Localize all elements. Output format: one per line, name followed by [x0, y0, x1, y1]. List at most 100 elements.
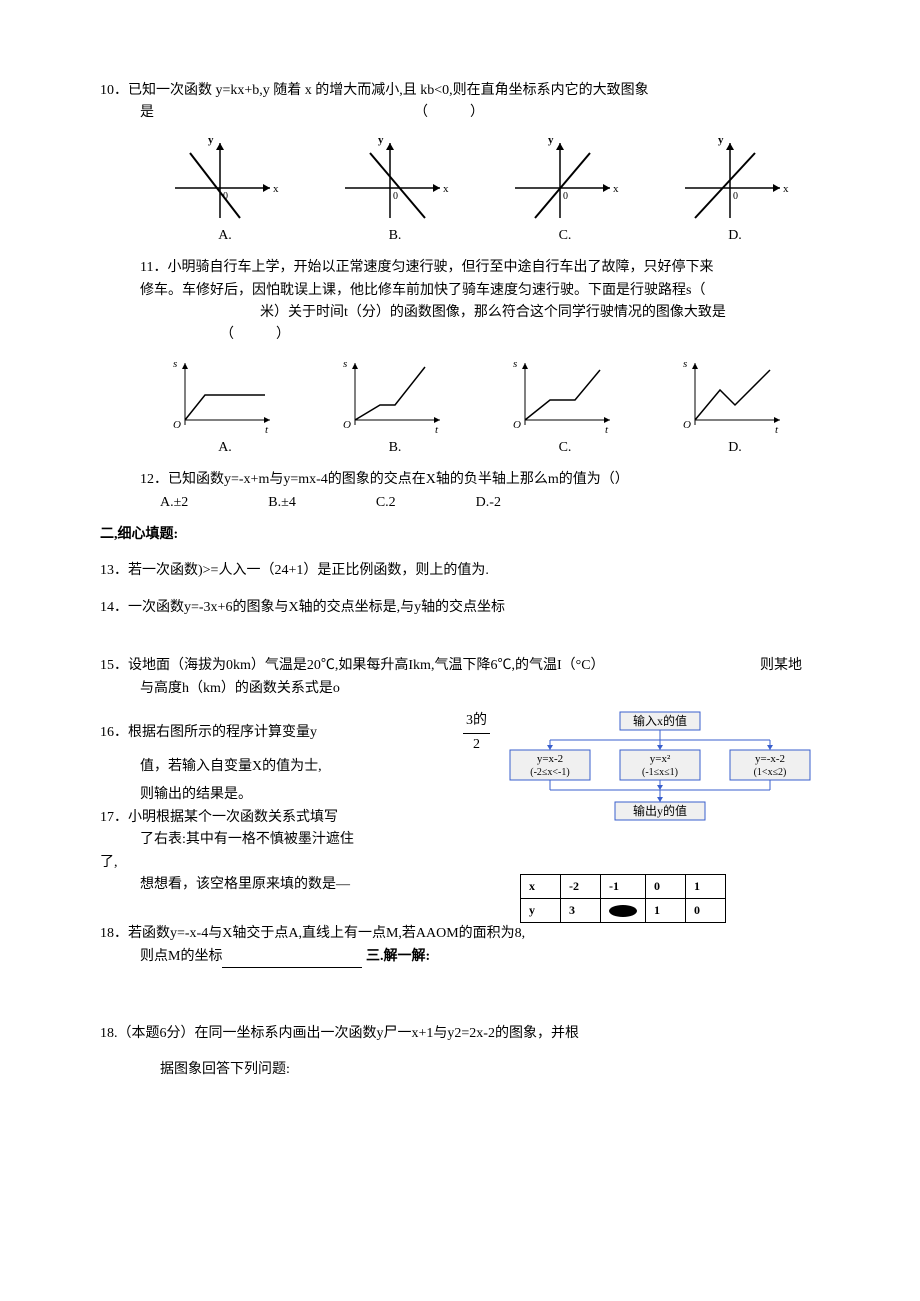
q11-option-a: s t O A. [140, 355, 310, 459]
q16-frac: 3的 2 [463, 710, 490, 756]
question-13: 13．若一次函数)>=人入一（24+1）是正比例函数，则上的值为. [100, 560, 820, 582]
svg-text:s: s [173, 358, 177, 370]
q12-options: A.±2 B.±4 C.2 D.-2 [160, 492, 820, 514]
table-row: x -2 -1 0 1 [521, 874, 726, 898]
q11-options: s t O A. s t O B. [140, 355, 820, 459]
svg-text:O: O [173, 419, 181, 431]
question-16: 16．根据右图所示的程序计算变量y 3的 2 值，若输入自变量X的值为士, 则输… [100, 710, 500, 807]
q10-option-a: x y 0 A. [140, 133, 310, 247]
q17-text3: 了, [100, 852, 820, 874]
table-cell: 1 [646, 899, 686, 923]
question-18b: 18.（本题6分）在同一坐标系内画出一次函数y尸一x+1与y2=2x-2的图象，… [100, 1023, 820, 1082]
question-15: 15．设地面（海拔为0km）气温是20℃,如果每升高Ikm,气温下降6℃,的气温… [100, 655, 820, 700]
q11-option-c: s t O C. [480, 355, 650, 459]
table-cell [601, 899, 646, 923]
question-11: 11．小明骑自行车上学，开始以正常速度匀速行驶，但行至中途自行车出了故障，只好停… [100, 257, 820, 459]
q10-label-c: C. [480, 225, 650, 247]
q11-label-d: D. [650, 437, 820, 459]
svg-text:t: t [605, 424, 609, 435]
table-cell: 0 [646, 874, 686, 898]
section-3-title: 三.解一解: [366, 949, 430, 964]
q17-text4: 想想看，该空格里原来填的数是— [140, 874, 500, 896]
q11-graph-c: s t O [505, 355, 625, 435]
question-17: 17．小明根据某个一次函数关系式填写 了右表:其中有一格不慎被墨汁遮住 [100, 807, 500, 852]
svg-text:s: s [513, 358, 517, 370]
svg-text:s: s [683, 358, 687, 370]
q15-text2: 与高度h（km）的函数关系式是o [140, 678, 820, 700]
svg-text:输出y的值: 输出y的值 [633, 803, 687, 818]
q15-right: 则某地 [760, 655, 820, 677]
svg-text:y=x-2: y=x-2 [537, 753, 563, 765]
program-diagram: 输入x的值 y=x-2 (-2≤x<-1) y=x² (-1≤x≤1) y=-x… [500, 710, 820, 830]
table-cell: y [521, 899, 561, 923]
svg-text:y=x²: y=x² [650, 753, 671, 765]
svg-text:(-1≤x≤1): (-1≤x≤1) [642, 767, 678, 778]
table-cell: 3 [561, 899, 601, 923]
q12-opt-c: C.2 [376, 492, 396, 514]
q18a-text2: 则点M的坐标 三.解一解: [140, 946, 820, 968]
q10-option-b: x y 0 B. [310, 133, 480, 247]
q12-opt-b: B.±4 [268, 492, 296, 514]
q17-text2: 了右表:其中有一格不慎被墨汁遮住 [140, 829, 500, 851]
svg-text:y: y [378, 134, 384, 146]
svg-text:x: x [273, 183, 279, 195]
q11-label-a: A. [140, 437, 310, 459]
q10-label-a: A. [140, 225, 310, 247]
q10-graph-b: x y 0 [335, 133, 455, 223]
q11-text-cont: 修车。车修好后，因怕耽误上课，他比修车前加快了骑车速度匀速行驶。下面是行驶路程s… [140, 280, 820, 302]
question-12: 12．已知函数y=-x+m与y=mx-4的图象的交点在X轴的负半轴上那么m的值为… [100, 469, 820, 514]
q12-text: 12．已知函数y=-x+m与y=mx-4的图象的交点在X轴的负半轴上那么m的值为… [140, 469, 820, 491]
svg-text:t: t [775, 424, 779, 435]
svg-text:0: 0 [733, 191, 738, 202]
q10-graph-c: x y 0 [505, 133, 625, 223]
q16-text2: 值，若输入自变量X的值为士, [140, 756, 500, 778]
svg-text:t: t [265, 424, 269, 435]
question-18a: 18．若函数y=-x-4与X轴交于点A,直线上有一点M,若AAOM的面积为8, … [100, 923, 820, 968]
q10-label-b: B. [310, 225, 480, 247]
svg-text:y: y [208, 134, 214, 146]
blank-underline [222, 954, 362, 968]
q10-option-d: x y 0 D. [650, 133, 820, 247]
q16-q17-row: 16．根据右图所示的程序计算变量y 3的 2 值，若输入自变量X的值为士, 则输… [100, 710, 820, 851]
q11-text: 11．小明骑自行车上学，开始以正常速度匀速行驶，但行至中途自行车出了故障，只好停… [140, 257, 820, 279]
table-cell: 0 [686, 899, 726, 923]
svg-text:t: t [435, 424, 439, 435]
q11-paren: （ ） [220, 324, 820, 346]
table-cell: 1 [686, 874, 726, 898]
q16-text3: 则输出的结果是。 [140, 784, 500, 806]
table-cell: -2 [561, 874, 601, 898]
q17-table-wrap: x -2 -1 0 1 y 3 1 0 [500, 874, 820, 923]
q12-opt-d: D.-2 [476, 492, 501, 514]
table-row: y 3 1 0 [521, 899, 726, 923]
question-10: 10．已知一次函数 y=kx+b,y 随着 x 的增大而减小,且 kb<0,则在… [100, 80, 820, 247]
q11-graph-d: s t O [675, 355, 795, 435]
svg-text:y: y [548, 134, 554, 146]
q10-option-c: x y 0 C. [480, 133, 650, 247]
q10-options: x y 0 A. x y 0 B. [140, 133, 820, 247]
table-cell: x [521, 874, 561, 898]
q11-graph-b: s t O [335, 355, 455, 435]
svg-text:0: 0 [393, 191, 398, 202]
q11-option-b: s t O B. [310, 355, 480, 459]
svg-text:O: O [683, 419, 691, 431]
svg-text:O: O [513, 419, 521, 431]
q11-text-cont2: 米）关于时间t（分）的函数图像，那么符合这个同学行驶情况的图像大致是 [260, 302, 820, 324]
q11-graph-a: s t O [165, 355, 285, 435]
svg-text:(1<x≤2): (1<x≤2) [754, 767, 787, 778]
svg-text:x: x [783, 183, 789, 195]
svg-text:s: s [343, 358, 347, 370]
ink-blot-icon [609, 905, 637, 917]
q10-label-d: D. [650, 225, 820, 247]
table-cell: -1 [601, 874, 646, 898]
q10-text2: 是（ ） [140, 102, 820, 124]
svg-text:0: 0 [563, 191, 568, 202]
q10-text: 10．已知一次函数 y=kx+b,y 随着 x 的增大而减小,且 kb<0,则在… [100, 80, 820, 102]
svg-text:y: y [718, 134, 724, 146]
q10-graph-d: x y 0 [675, 133, 795, 223]
svg-text:x: x [613, 183, 619, 195]
q17-row2: 想想看，该空格里原来填的数是— x -2 -1 0 1 y 3 1 0 [100, 874, 820, 923]
q10-paren: （ ） [414, 102, 484, 124]
q11-option-d: s t O D. [650, 355, 820, 459]
q12-opt-a: A.±2 [160, 492, 188, 514]
svg-text:y=-x-2: y=-x-2 [755, 753, 785, 765]
